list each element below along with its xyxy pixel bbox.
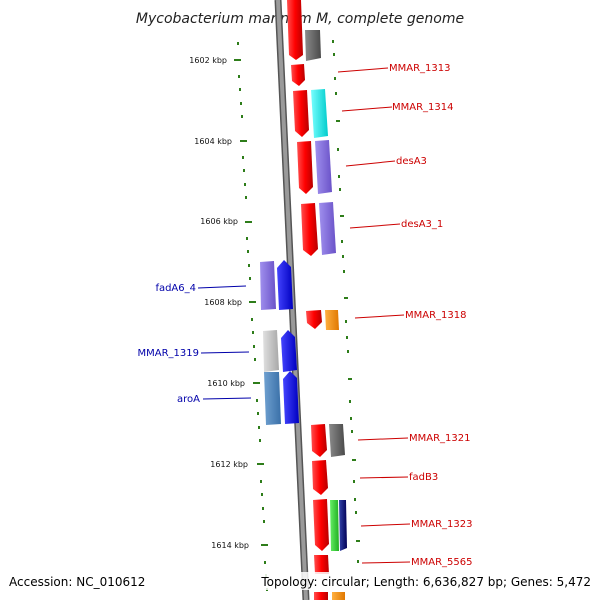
kbp-ticks — [234, 59, 268, 546]
gene-arrow[interactable] — [277, 260, 293, 310]
gene-label[interactable]: desA3 — [396, 156, 427, 167]
gene-arrow[interactable] — [264, 372, 281, 425]
gene-labels-right: MMAR_1313 MMAR_1314 desA3 desA3_1 MMAR_1… — [389, 63, 473, 568]
gene-arrow[interactable] — [260, 261, 276, 310]
kbp-label: 1614 kbp — [211, 541, 249, 550]
label-leaders-right — [337, 67, 411, 564]
gene-label[interactable]: MMAR_1323 — [411, 519, 473, 530]
gene-arrow[interactable] — [281, 330, 297, 372]
reverse-strand-genes — [260, 260, 299, 425]
kbp-label: 1610 kbp — [207, 379, 245, 388]
gene-label[interactable]: MMAR_1319 — [138, 348, 200, 359]
gene-arrow[interactable] — [325, 310, 339, 330]
accession-text: Accession: NC_010612 — [9, 575, 145, 589]
gene-arrow[interactable] — [311, 89, 328, 138]
gene-arrow[interactable] — [263, 330, 279, 372]
gene-arrow[interactable] — [297, 141, 313, 194]
inner-dotted-ruler — [237, 42, 268, 591]
gene-label[interactable]: fadB3 — [409, 472, 438, 483]
kbp-label: 1612 kbp — [210, 460, 248, 469]
gene-arrow[interactable] — [311, 424, 327, 457]
kbp-label: 1606 kbp — [200, 217, 238, 226]
gene-label[interactable]: MMAR_5565 — [411, 557, 473, 568]
gene-arrow[interactable] — [312, 460, 328, 495]
gene-label[interactable]: MMAR_1313 — [389, 63, 451, 74]
gene-label[interactable]: aroA — [177, 394, 200, 405]
topology-text: Topology: circular; Length: 6,636,827 bp… — [260, 575, 591, 589]
label-leaders-left — [197, 285, 252, 400]
gene-arrow[interactable] — [329, 424, 345, 457]
gene-arrow[interactable] — [291, 64, 305, 86]
kbp-labels: 1602 kbp 1604 kbp 1606 kbp 1608 kbp 1610… — [189, 56, 249, 550]
gene-arrow[interactable] — [330, 500, 339, 551]
gene-arrow[interactable] — [301, 203, 318, 256]
gene-arrow[interactable] — [287, 0, 303, 60]
gene-label[interactable]: desA3_1 — [401, 219, 443, 230]
gene-labels-left: fadA6_4 MMAR_1319 aroA — [138, 283, 201, 405]
gene-label[interactable]: fadA6_4 — [155, 283, 196, 294]
gene-arrow[interactable] — [305, 30, 321, 61]
kbp-label: 1602 kbp — [189, 56, 227, 65]
kbp-label: 1608 kbp — [204, 298, 242, 307]
gene-label[interactable]: MMAR_1318 — [405, 310, 467, 321]
gene-arrow[interactable] — [283, 371, 299, 424]
gene-arrow[interactable] — [339, 500, 347, 551]
kbp-label: 1604 kbp — [194, 137, 232, 146]
gene-arrow[interactable] — [332, 592, 345, 600]
gene-arrow[interactable] — [306, 310, 322, 329]
gene-arrow[interactable] — [315, 140, 332, 194]
gene-arrow[interactable] — [314, 555, 329, 574]
gene-label[interactable]: MMAR_1321 — [409, 433, 471, 444]
gene-arrow[interactable] — [319, 202, 336, 255]
gene-arrow[interactable] — [293, 90, 309, 137]
forward-strand-genes — [287, 0, 347, 600]
gene-arrow[interactable] — [313, 499, 329, 551]
gene-label[interactable]: MMAR_1314 — [392, 102, 454, 113]
gene-arrow[interactable] — [314, 592, 328, 600]
footer-backdrop — [0, 572, 600, 590]
